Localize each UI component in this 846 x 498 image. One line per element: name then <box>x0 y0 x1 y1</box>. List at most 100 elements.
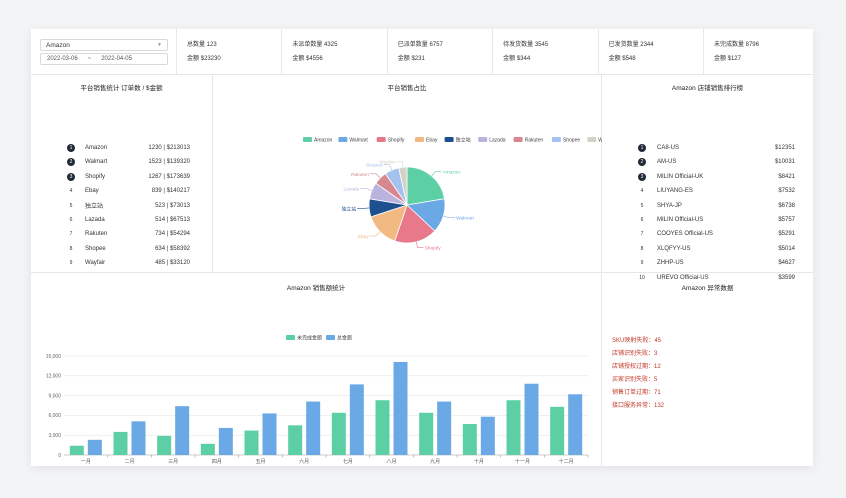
rank-name: COOYES Official-US <box>657 231 713 238</box>
bar[interactable] <box>288 425 303 455</box>
rank-number: 5 <box>640 202 644 209</box>
bar[interactable] <box>419 412 434 455</box>
rank-number: 7 <box>640 231 644 238</box>
legend-item[interactable]: Lazada <box>478 137 506 144</box>
legend-item[interactable]: 总金额 <box>326 335 352 342</box>
pie-leader-line <box>443 215 456 219</box>
anomaly-item: 接口服务异常：132 <box>612 403 665 409</box>
rank-number: 3 <box>638 172 646 181</box>
bar[interactable] <box>524 383 539 455</box>
x-tick-label: 二月 <box>124 459 134 465</box>
bar[interactable] <box>175 406 190 455</box>
x-tick-label: 十月 <box>474 458 484 465</box>
bar[interactable] <box>244 430 259 455</box>
date-range-picker[interactable]: 2022-03-06 ~ 2022-04-05 <box>40 53 168 65</box>
stat-group: 总数量 123 金额 $23230 未派单数量 4325 金额 $4556 已派单数… <box>176 29 808 75</box>
pie-label: Ebay <box>358 234 370 240</box>
bar[interactable] <box>157 435 172 455</box>
legend-item[interactable]: Rakuten <box>513 137 544 144</box>
x-tick-label: 七月 <box>343 458 353 465</box>
rank-name: AM-US <box>657 159 677 166</box>
rank-number: 7 <box>69 231 73 238</box>
rank-row: 6 MILIN Official-US $5757 <box>602 213 813 227</box>
bar[interactable] <box>200 443 215 455</box>
bar[interactable] <box>87 439 102 455</box>
bar[interactable] <box>550 406 565 455</box>
x-tick-label: 八月 <box>386 459 396 465</box>
pie-slice[interactable] <box>394 204 436 244</box>
bar[interactable] <box>480 416 495 455</box>
legend-item[interactable]: Shopee <box>551 137 580 144</box>
rank-row: 1 CA8-US $12351 <box>602 141 813 155</box>
bar[interactable] <box>306 401 321 455</box>
rank-number: 9 <box>640 260 644 267</box>
bar[interactable] <box>218 427 233 455</box>
legend-item[interactable]: 独立站 <box>444 137 471 144</box>
pie-label: Amazon <box>442 169 460 175</box>
panel-title: Amazon 店铺销售排行榜 <box>671 85 744 92</box>
pie-leader-line <box>360 188 372 191</box>
pie-slice[interactable] <box>406 166 445 206</box>
legend-label: 未完成金额 <box>297 335 322 342</box>
x-tick-label: 四月 <box>212 459 222 465</box>
store-select[interactable]: Amazon ▼ <box>40 39 168 51</box>
bar[interactable] <box>131 421 146 455</box>
bar[interactable] <box>462 423 477 455</box>
anomaly-item: 买家识别失败：5 <box>612 377 658 383</box>
legend-label: Lazada <box>489 138 506 144</box>
rank-row: 3 MILIN Official-UK $8421 <box>602 170 813 184</box>
rank-row: 4 Ebay 839 | $140217 <box>31 184 212 198</box>
rank-value: 523 | $73013 <box>155 202 190 209</box>
bar[interactable] <box>331 412 346 455</box>
stat-count: 未派单数量 4325 <box>292 42 338 48</box>
rank-name: Shopee <box>85 245 106 252</box>
x-tick-label: 九月 <box>430 458 440 465</box>
rank-number: 10 <box>639 274 645 281</box>
bar[interactable] <box>375 400 390 455</box>
bar[interactable] <box>113 431 128 455</box>
legend-item[interactable]: Shopify <box>376 137 405 144</box>
bar[interactable] <box>349 384 364 455</box>
rank-value: 734 | $54294 <box>155 231 190 238</box>
bar[interactable] <box>262 413 277 455</box>
legend-label: Walmart <box>349 138 368 144</box>
bar[interactable] <box>393 361 408 455</box>
stat-amount: 金额 $4556 <box>292 56 323 62</box>
rank-row: 7 COOYES Official-US $5291 <box>602 227 813 241</box>
bar[interactable] <box>437 401 452 455</box>
legend-item[interactable]: Walmart <box>338 137 368 144</box>
rank-name: Shopify <box>85 173 106 180</box>
pie-slice[interactable] <box>398 166 408 206</box>
legend-label: Shopee <box>563 138 580 144</box>
end-date: 2022-04-05 <box>101 56 132 62</box>
legend-label: Wayfair <box>598 138 602 144</box>
pie-label: Wayfair <box>379 159 395 165</box>
pie-leader-line <box>415 241 424 248</box>
legend-swatch <box>303 137 312 142</box>
rank-number: 3 <box>67 172 75 181</box>
x-tick-label: 十一月 <box>515 458 530 465</box>
rank-number: 8 <box>69 245 73 252</box>
x-tick-label: 六月 <box>299 458 309 465</box>
stat-card: 已发货数量 2344 金额 $548 <box>597 29 703 75</box>
legend-swatch <box>376 137 386 142</box>
legend-item[interactable]: 未完成金额 <box>286 335 322 342</box>
legend-item[interactable]: Amazon <box>303 137 333 144</box>
legend-item[interactable]: Ebay <box>415 137 438 144</box>
bar[interactable] <box>506 400 521 455</box>
rank-row: 8 Shopee 634 | $58392 <box>31 242 212 256</box>
rank-value: $8421 <box>778 173 795 180</box>
chevron-down-icon: ▼ <box>157 42 162 48</box>
rank-row: 5 独立站 523 | $73013 <box>31 199 212 213</box>
legend-item[interactable]: Wayfair <box>587 137 602 144</box>
legend-label: Rakuten <box>525 138 544 144</box>
bar[interactable] <box>69 445 84 455</box>
summary-strip: Amazon ▼ 2022-03-06 ~ 2022-04-05 总数量 123… <box>31 29 813 75</box>
rank-number: 2 <box>638 158 646 167</box>
bar[interactable] <box>568 394 583 455</box>
stat-amount: 金额 $344 <box>503 56 531 62</box>
rank-row: 6 Lazada 514 | $67513 <box>31 213 212 227</box>
legend-swatch <box>326 335 335 340</box>
y-tick-label: 9,000 <box>48 393 61 399</box>
legend-swatch <box>415 137 424 142</box>
